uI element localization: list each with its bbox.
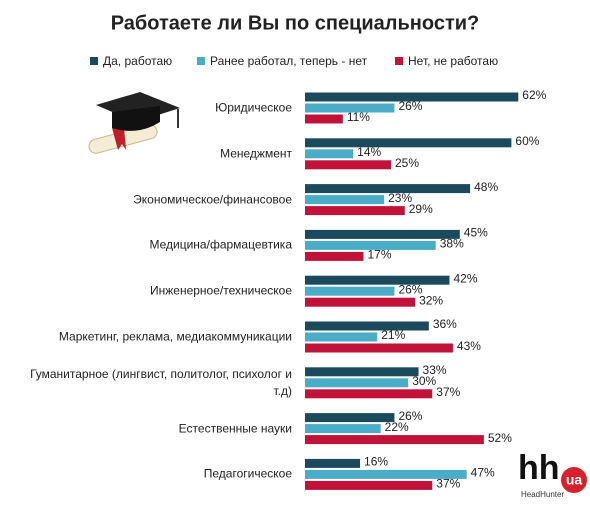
value-label: 52% <box>488 431 512 445</box>
logo-name: HeadHunter <box>521 490 564 499</box>
bar <box>305 367 419 377</box>
category-label: Маркетинг, реклама, медиакоммуникации <box>58 329 292 344</box>
value-label: 26% <box>398 99 422 113</box>
bar <box>305 297 416 307</box>
value-label: 22% <box>385 420 409 434</box>
bar <box>305 138 512 148</box>
value-label: 26% <box>398 282 422 296</box>
bar <box>305 184 471 194</box>
logo-badge-circle <box>561 467 587 493</box>
bar <box>305 240 436 250</box>
value-label: 32% <box>419 293 443 307</box>
value-label: 33% <box>423 363 447 377</box>
bar <box>305 251 364 261</box>
value-label: 23% <box>388 191 412 205</box>
category-label: Юридическое <box>215 100 292 115</box>
bar <box>305 286 395 296</box>
value-label: 29% <box>409 202 433 216</box>
value-label: 16% <box>364 455 388 469</box>
bar <box>305 458 361 468</box>
category-label: Инженерное/техническое <box>150 283 292 298</box>
bar <box>305 378 409 388</box>
value-label: 14% <box>357 145 381 159</box>
bar <box>305 389 433 399</box>
value-label: 42% <box>453 271 477 285</box>
bar <box>305 321 429 331</box>
value-label: 37% <box>436 477 460 491</box>
value-label: 21% <box>381 328 405 342</box>
bar <box>305 103 395 113</box>
value-label: 43% <box>457 339 481 353</box>
category-label: Менеджмент <box>220 146 292 161</box>
value-label: 38% <box>440 237 464 251</box>
bar <box>305 332 378 342</box>
value-label: 30% <box>412 374 436 388</box>
logo: hh ua HeadHunter <box>518 449 587 499</box>
category-label: Педагогическое <box>203 466 292 481</box>
bar <box>305 480 433 490</box>
bar <box>305 435 484 445</box>
legend-swatch <box>395 57 403 65</box>
logo-badge: ua <box>566 472 583 488</box>
bar <box>305 424 381 434</box>
bar <box>305 160 391 170</box>
bar <box>305 413 395 423</box>
value-label: 26% <box>398 409 422 423</box>
legend-swatch <box>90 57 98 65</box>
legend-label: Ранее работал, теперь - нет <box>210 54 368 68</box>
value-label: 36% <box>433 317 457 331</box>
bar <box>305 206 405 216</box>
category-label: Естественные науки <box>178 421 292 436</box>
bar <box>305 195 385 205</box>
value-label: 60% <box>515 134 539 148</box>
value-label: 11% <box>347 110 370 124</box>
value-label: 45% <box>464 226 488 240</box>
legend-label: Нет, не работаю <box>408 54 498 68</box>
chart-title: Работаете ли Вы по специальности? <box>111 12 480 34</box>
bar <box>305 92 519 102</box>
bar <box>305 229 460 239</box>
logo-mark: hh <box>518 449 560 487</box>
value-label: 17% <box>367 248 391 262</box>
bar <box>305 275 450 285</box>
bar <box>305 149 354 159</box>
category-label: Гуманитарное (лингвист, политолог, психо… <box>30 366 292 398</box>
legend-label: Да, работаю <box>103 54 172 68</box>
legend-swatch <box>197 57 205 65</box>
value-label: 47% <box>471 466 495 480</box>
category-label: Медицина/фармацевтика <box>149 237 292 252</box>
cap-icon <box>88 92 180 154</box>
category-label: Экономическое/финансовое <box>133 192 292 207</box>
bar <box>305 469 467 479</box>
bar <box>305 343 453 353</box>
value-label: 48% <box>474 180 498 194</box>
value-label: 62% <box>522 88 546 102</box>
bar <box>305 114 343 124</box>
value-label: 25% <box>395 156 419 170</box>
value-label: 37% <box>436 385 460 399</box>
